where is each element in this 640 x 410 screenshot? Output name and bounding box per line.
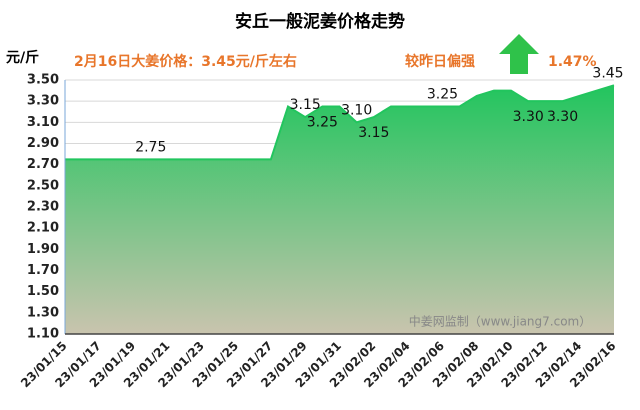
- data-label: 3.30: [547, 109, 578, 125]
- y-tick-label: 1.50: [27, 284, 59, 299]
- y-tick-label: 2.10: [27, 221, 59, 236]
- trend-text: 较昨日偏强: [405, 53, 475, 70]
- y-tick-label: 1.90: [27, 242, 59, 257]
- data-label: 3.10: [341, 102, 372, 118]
- y-tick-label: 1.10: [27, 327, 59, 342]
- data-label: 3.45: [592, 65, 623, 81]
- chart-title: 安丘一般泥姜价格走势: [235, 11, 405, 32]
- y-axis-label: 元/斤: [6, 49, 39, 66]
- y-tick-label: 3.50: [27, 73, 59, 88]
- line: [65, 84, 615, 161]
- y-tick-label: 3.30: [27, 94, 59, 109]
- up-arrow: [499, 34, 539, 74]
- watermark: 中姜网监制（www.jiang7.com）: [409, 314, 591, 329]
- data-label: 3.15: [290, 97, 321, 113]
- data-label: 3.15: [358, 125, 389, 141]
- area: [65, 85, 614, 334]
- y-tick-label: 2.70: [27, 157, 59, 172]
- y-tick-label: 3.10: [27, 115, 59, 130]
- y-tick-label: 1.70: [27, 263, 59, 278]
- y-tick-label: 2.90: [27, 136, 59, 151]
- y-tick-label: 2.30: [27, 200, 59, 215]
- data-label: 3.25: [427, 86, 458, 102]
- change: 1.47%: [548, 54, 597, 70]
- data-label: 2.75: [135, 139, 166, 155]
- y-tick-label: 2.50: [27, 178, 59, 193]
- data-label: 3.30: [513, 109, 544, 125]
- subtitle: 2月16日大姜价格：3.45元/斤左右: [74, 53, 297, 70]
- data-label: 3.25: [307, 114, 338, 130]
- y-tick-label: 1.30: [27, 305, 59, 320]
